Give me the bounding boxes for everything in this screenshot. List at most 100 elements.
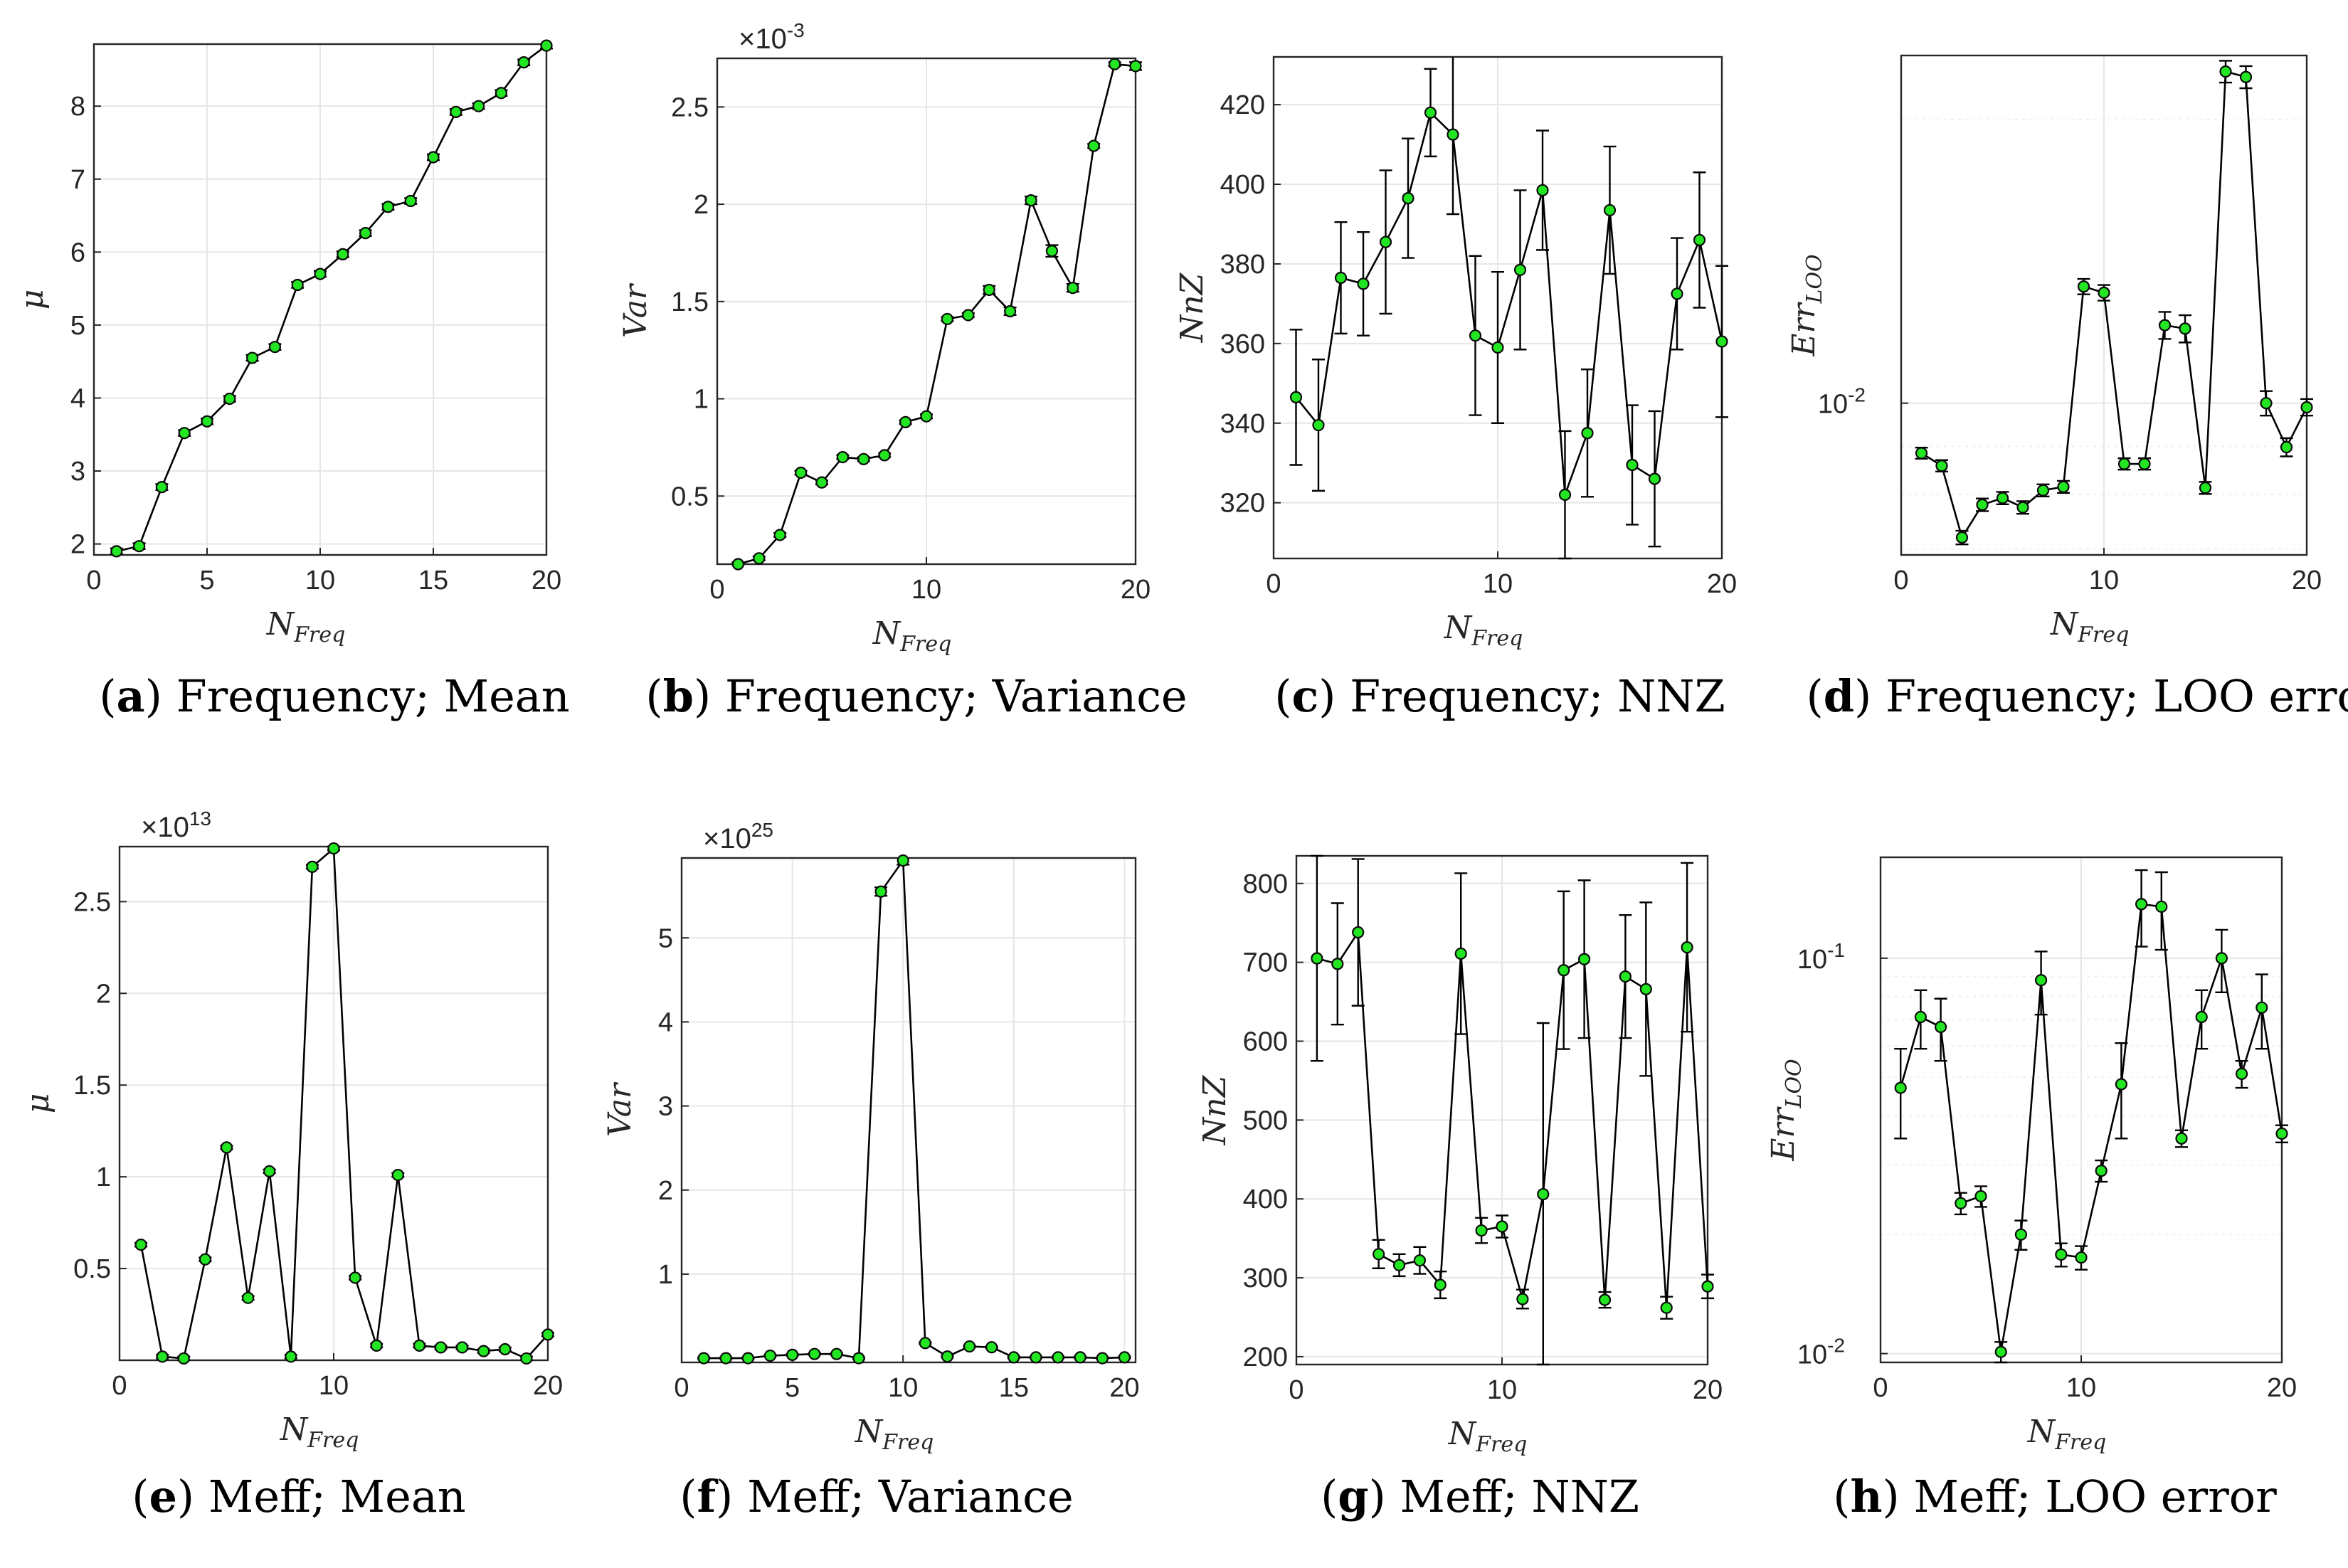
data-point bbox=[1598, 1293, 1612, 1306]
y-tick-label: 360 bbox=[1220, 329, 1265, 359]
data-point bbox=[741, 1352, 754, 1365]
data-point bbox=[878, 449, 891, 462]
data-point bbox=[1045, 245, 1059, 258]
data-point bbox=[1118, 1351, 1131, 1364]
data-point bbox=[753, 552, 766, 565]
data-point bbox=[156, 1350, 169, 1363]
y-tick-label: 500 bbox=[1243, 1106, 1288, 1135]
axes-box bbox=[1900, 54, 2308, 556]
y-axis-label: ErrLOO bbox=[1765, 1059, 1807, 1161]
data-point bbox=[2117, 457, 2131, 470]
x-axis-label: NFreq bbox=[855, 1414, 934, 1455]
y-tick-label: 5 bbox=[70, 311, 85, 341]
data-point bbox=[1074, 1351, 1086, 1364]
x-tick-label: 20 bbox=[1109, 1373, 1139, 1403]
panel-f: 0 5 10 15 20 1 2 3 4 5 ×1025 NFreq Var (f) Meff; Vari… bbox=[602, 819, 1140, 1522]
data-point bbox=[857, 452, 870, 465]
data-point bbox=[1334, 271, 1348, 285]
data-point bbox=[1996, 492, 2009, 504]
y-axis-label: NnZ bbox=[1197, 1074, 1233, 1145]
y-tick-label: 4 bbox=[658, 1007, 673, 1037]
y-tick-label: 2.5 bbox=[671, 92, 709, 122]
x-tick-label: 20 bbox=[1693, 1375, 1723, 1405]
axes-box bbox=[1879, 856, 2283, 1364]
y-tick-label: 4 bbox=[70, 383, 85, 413]
data-point bbox=[349, 1271, 361, 1284]
data-point bbox=[1311, 952, 1323, 965]
x-tick-label: 0 bbox=[709, 575, 724, 605]
data-point bbox=[763, 1349, 777, 1362]
y-tick-label: 7 bbox=[70, 165, 85, 195]
data-point bbox=[1312, 418, 1325, 432]
data-point bbox=[223, 392, 236, 406]
data-point bbox=[327, 842, 340, 855]
data-point bbox=[306, 860, 319, 873]
data-point bbox=[359, 227, 372, 240]
data-point bbox=[1976, 498, 1989, 512]
x-axis-label: NFreq bbox=[266, 606, 346, 647]
data-point bbox=[1357, 277, 1370, 290]
data-point bbox=[427, 151, 440, 164]
y-tick-label: 1 bbox=[694, 385, 709, 415]
x-axis-label: NFreq bbox=[2027, 1414, 2107, 1455]
y-tick-label: 400 bbox=[1220, 170, 1265, 200]
data-point bbox=[2215, 952, 2228, 965]
data-point bbox=[1067, 282, 1079, 295]
data-point bbox=[1413, 1254, 1427, 1267]
data-point bbox=[830, 1347, 843, 1360]
y-tick-label: 420 bbox=[1220, 90, 1265, 120]
axes-box bbox=[1295, 854, 1709, 1366]
data-point bbox=[719, 1352, 732, 1365]
data-point bbox=[1496, 1220, 1508, 1233]
data-point bbox=[1626, 458, 1639, 472]
data-point bbox=[1513, 263, 1527, 276]
data-point bbox=[413, 1339, 426, 1352]
data-point bbox=[2057, 480, 2070, 493]
data-point bbox=[1715, 335, 1728, 348]
y-tick-label: 2 bbox=[70, 530, 85, 560]
data-point bbox=[1025, 194, 1037, 207]
data-point bbox=[2036, 484, 2050, 497]
x-tick-label: 10 bbox=[1483, 569, 1513, 599]
y-tick-label: 2 bbox=[96, 979, 111, 1009]
data-point bbox=[2035, 974, 2048, 987]
data-point bbox=[897, 854, 909, 867]
data-point bbox=[1671, 287, 1683, 300]
data-point bbox=[2158, 319, 2172, 332]
x-tick-label: 0 bbox=[1873, 1373, 1888, 1403]
y-tick-label: 10-2 bbox=[1797, 1335, 1845, 1370]
data-point bbox=[285, 1350, 297, 1363]
data-point bbox=[2219, 65, 2232, 78]
data-point bbox=[2179, 322, 2191, 335]
x-tick-label: 10 bbox=[319, 1371, 349, 1401]
panel-h: 0 10 20 10-2 10-1 NFreq ErrLOO (h) Meff; LOO er… bbox=[1765, 856, 2297, 1522]
y-tick-label: 2 bbox=[658, 1176, 673, 1206]
y-tick-label: 2 bbox=[694, 190, 709, 220]
data-point bbox=[1660, 1301, 1673, 1314]
data-point bbox=[1648, 472, 1661, 485]
panel-caption: (a) Frequency; Mean bbox=[99, 670, 569, 722]
data-point bbox=[1681, 941, 1693, 954]
data-point bbox=[1454, 947, 1467, 960]
x-tick-label: 20 bbox=[533, 1371, 563, 1401]
data-point bbox=[1914, 1010, 1927, 1024]
data-point bbox=[1030, 1351, 1042, 1364]
data-point bbox=[941, 312, 954, 326]
x-tick-label: 0 bbox=[1266, 569, 1281, 599]
data-point bbox=[134, 1238, 147, 1251]
data-point bbox=[455, 1341, 469, 1354]
data-point bbox=[794, 466, 808, 480]
data-point bbox=[1603, 203, 1617, 217]
data-point bbox=[2115, 1078, 2127, 1091]
x-tick-label: 15 bbox=[418, 566, 448, 595]
y-tick-label: 800 bbox=[1243, 869, 1288, 899]
data-point bbox=[2275, 1127, 2288, 1140]
y-tick-label: 380 bbox=[1220, 250, 1265, 280]
data-point bbox=[1372, 1248, 1385, 1261]
data-point bbox=[2016, 501, 2029, 514]
data-point bbox=[520, 1352, 533, 1365]
x-tick-label: 10 bbox=[888, 1373, 918, 1403]
data-point bbox=[381, 201, 395, 213]
y-tick-label: 0.5 bbox=[73, 1254, 111, 1284]
data-point bbox=[731, 558, 745, 571]
